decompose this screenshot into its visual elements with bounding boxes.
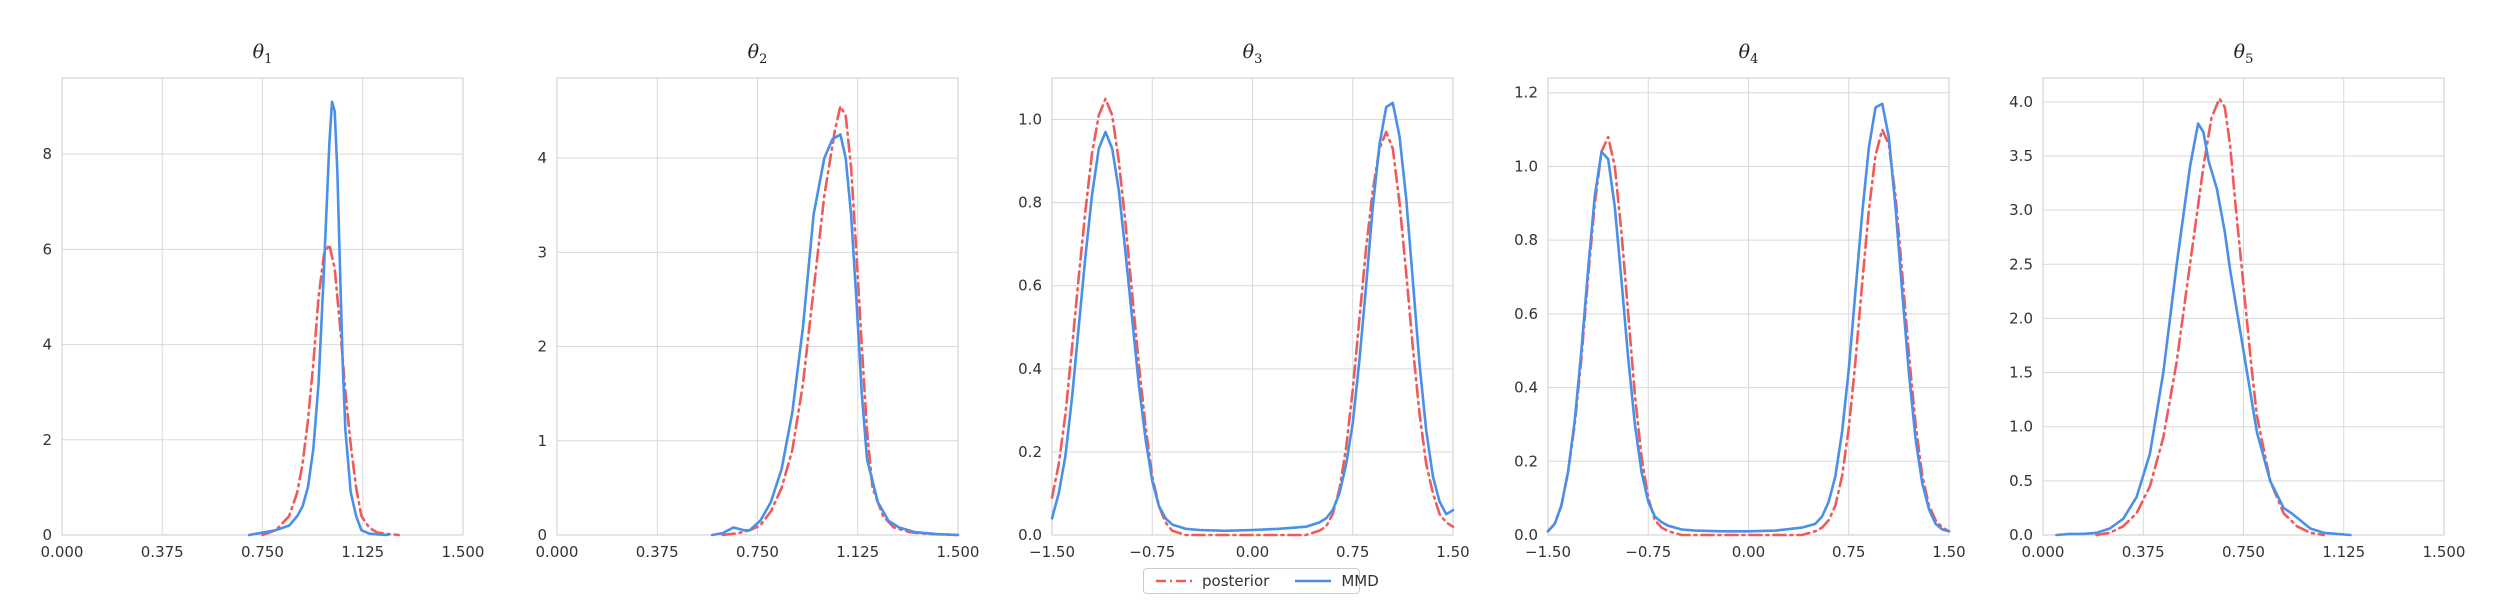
series-line-mmd: [2055, 122, 2352, 537]
y-tick-label: 0.2: [1514, 452, 1538, 470]
y-tick-label: 0.4: [1514, 379, 1538, 397]
legend-swatch-mmd: [1295, 579, 1332, 583]
axes-frame: [556, 77, 959, 536]
x-tick-label: 1.500: [442, 543, 485, 561]
x-tick-label: 0.00: [1236, 543, 1269, 561]
y-tick-label: 0.2: [1018, 443, 1042, 461]
series-line-mmd: [1546, 102, 1951, 533]
legend: posterior MMD: [1143, 568, 1379, 594]
y-tick-label: 8: [42, 145, 52, 163]
y-tick-label: 0.8: [1514, 231, 1538, 249]
y-tick-label: 3: [537, 243, 547, 261]
x-tick-label: 0.00: [1732, 543, 1765, 561]
series-line-posterior: [1050, 97, 1455, 537]
x-tick-label: 1.500: [937, 543, 980, 561]
y-tick-label: 1: [537, 432, 547, 450]
series-line-posterior: [261, 243, 401, 537]
x-tick-label: −1.50: [1029, 543, 1075, 561]
y-tick-label: 0.0: [1018, 526, 1042, 544]
panel-1: 0.000 0.375 0.750 1.125 1.500 0 2 4 6 8 θ1: [41, 41, 485, 561]
y-tick-label: 1.2: [1514, 84, 1538, 102]
y-tick-label: 0.5: [2009, 472, 2033, 490]
x-tick-label: 0.75: [1832, 543, 1865, 561]
x-tick-label: 0.375: [141, 543, 184, 561]
y-tick-label: 0.0: [1514, 526, 1538, 544]
x-tick-label: 1.50: [1436, 543, 1469, 561]
panel-title: θ4: [1739, 41, 1759, 67]
series-line-mmd: [1050, 101, 1455, 533]
x-tick-label: 0.375: [2122, 543, 2165, 561]
x-tick-label: 0.000: [2022, 543, 2065, 561]
panel-5: 0.000 0.375 0.750 1.125 1.500 0.0 0.5 1.0 1.5 2.0…: [2009, 41, 2465, 561]
legend-item-posterior: posterior: [1144, 569, 1283, 593]
y-tick-label: 6: [42, 240, 52, 258]
panel-title: θ1: [253, 41, 273, 67]
x-tick-label: −0.75: [1129, 543, 1175, 561]
panel-2: 0.000 0.375 0.750 1.125 1.500 0 1 2 3 4 θ2: [536, 41, 980, 561]
x-tick-label: 1.125: [341, 543, 384, 561]
y-tick-label: 0.8: [1018, 194, 1042, 212]
x-tick-label: −0.75: [1625, 543, 1671, 561]
x-tick-label: 1.50: [1932, 543, 1965, 561]
legend-swatch-posterior: [1156, 579, 1192, 583]
x-tick-label: −1.50: [1525, 543, 1571, 561]
y-tick-label: 4.0: [2009, 93, 2033, 111]
panel-title: θ2: [748, 41, 768, 67]
x-tick-label: 0.75: [1336, 543, 1369, 561]
x-tick-label: 0.750: [241, 543, 284, 561]
y-tick-label: 1.0: [2009, 418, 2033, 436]
x-tick-label: 1.500: [2423, 543, 2466, 561]
y-tick-label: 0.0: [2009, 526, 2033, 544]
panel-3: −1.50 −0.75 0.00 0.75 1.50 0.0 0.2 0.4 0.6 0.8 1.0…: [1018, 41, 1470, 561]
y-tick-label: 1.5: [2009, 364, 2033, 382]
y-tick-label: 0.6: [1018, 277, 1042, 295]
x-tick-label: 0.000: [536, 543, 579, 561]
panel-title: θ3: [1243, 41, 1263, 67]
y-tick-label: 2: [537, 338, 547, 356]
y-tick-label: 1.0: [1018, 111, 1042, 129]
x-tick-label: 1.125: [2322, 543, 2365, 561]
legend-label-mmd: MMD: [1341, 572, 1379, 590]
y-tick-label: 0: [537, 526, 547, 544]
x-tick-label: 1.125: [836, 543, 879, 561]
y-tick-label: 3.0: [2009, 201, 2033, 219]
y-tick-label: 0.4: [1018, 360, 1042, 378]
x-tick-label: 0.750: [2222, 543, 2265, 561]
series-line-mmd: [247, 100, 390, 537]
y-tick-label: 2.0: [2009, 309, 2033, 327]
x-tick-label: 0.375: [636, 543, 679, 561]
y-tick-label: 2.5: [2009, 255, 2033, 273]
y-tick-label: 2: [42, 431, 52, 449]
series-line-mmd: [710, 133, 960, 537]
y-tick-label: 4: [537, 149, 547, 167]
legend-item-mmd: MMD: [1283, 569, 1392, 593]
panel-4: −1.50 −0.75 0.00 0.75 1.50 0.0 0.2 0.4 0.6 0.8 1.0…: [1514, 41, 1966, 561]
y-tick-label: 0: [42, 526, 52, 544]
y-tick-label: 1.0: [1514, 157, 1538, 175]
y-tick-label: 0.6: [1514, 305, 1538, 323]
x-tick-label: 0.750: [736, 543, 779, 561]
legend-label-posterior: posterior: [1202, 572, 1270, 590]
y-tick-label: 4: [42, 336, 52, 354]
y-tick-label: 3.5: [2009, 147, 2033, 165]
x-tick-label: 0.000: [41, 543, 84, 561]
axes-frame: [2042, 77, 2445, 536]
panel-title: θ5: [2234, 41, 2254, 67]
